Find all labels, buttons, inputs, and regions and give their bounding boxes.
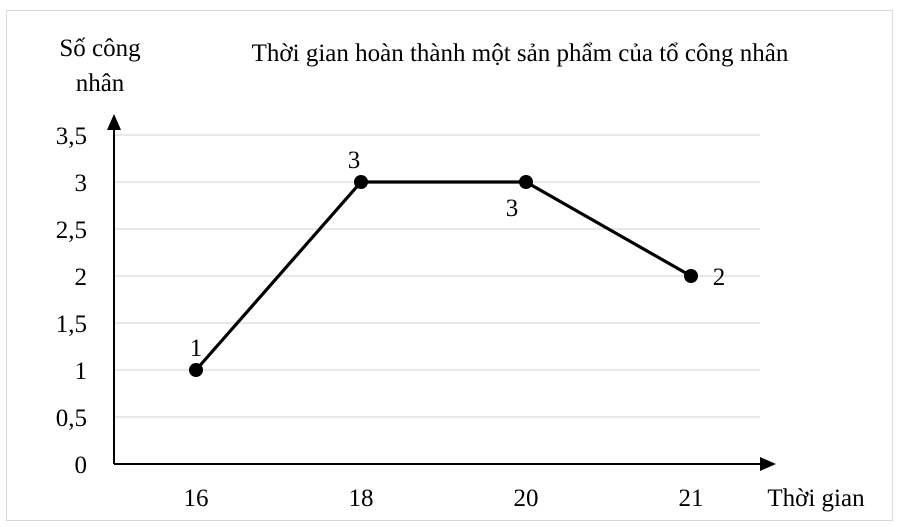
data-label: 2 (713, 264, 726, 291)
y-tick-label: 3,5 (56, 123, 87, 150)
data-label: 1 (190, 335, 203, 362)
data-point (354, 175, 368, 189)
x-tick-label: 16 (184, 485, 209, 512)
x-tick-label: 20 (514, 485, 539, 512)
y-tick-label: 1 (75, 358, 88, 385)
data-point (189, 363, 203, 377)
chart-border (6, 10, 893, 521)
data-label: 3 (506, 195, 519, 222)
y-tick-label: 0 (75, 452, 88, 479)
y-tick-label: 3 (75, 170, 88, 197)
x-tick-label: 21 (679, 485, 704, 512)
data-point (519, 175, 533, 189)
y-axis-label-line2: nhân (76, 70, 125, 97)
series-line (194, 180, 692, 372)
y-axis-label-line1: Số công (59, 35, 141, 62)
y-tick-label: 1,5 (56, 311, 87, 338)
x-tick-label: 18 (349, 485, 374, 512)
x-axis-label: Thời gian (767, 485, 865, 512)
data-point (684, 269, 698, 283)
data-label: 3 (348, 147, 361, 174)
chart-title: Thời gian hoàn thành một sản phẩm của tổ… (252, 40, 789, 67)
y-axis-arrow-icon (107, 114, 121, 130)
y-tick-label: 2 (75, 264, 88, 291)
x-axis-arrow-icon (760, 457, 776, 471)
y-tick-label: 0,5 (56, 405, 87, 432)
y-tick-label: 2,5 (56, 217, 87, 244)
